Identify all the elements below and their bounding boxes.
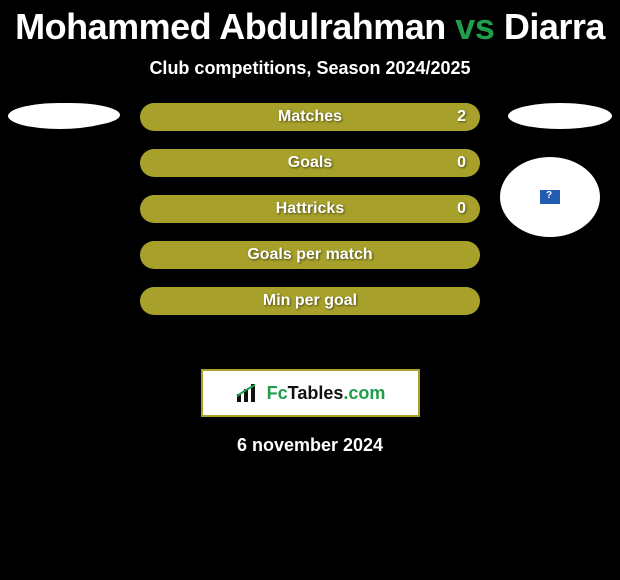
bar-value: 0: [457, 200, 466, 218]
subtitle: Club competitions, Season 2024/2025: [0, 58, 620, 79]
bar-goals-per-match: Goals per match: [140, 241, 480, 269]
bar-goals: Goals 0: [140, 149, 480, 177]
bar-value: 0: [457, 154, 466, 172]
bar-value: 2: [457, 108, 466, 126]
brand-logo[interactable]: FcTables.com: [201, 369, 420, 417]
bar-label: Hattricks: [276, 200, 344, 218]
chart-icon: [235, 382, 261, 404]
bar-hattricks: Hattricks 0: [140, 195, 480, 223]
brand-dotcom: .com: [343, 383, 385, 403]
page-title: Mohammed Abdulrahman vs Diarra: [0, 0, 620, 48]
root: Mohammed Abdulrahman vs Diarra Club comp…: [0, 0, 620, 580]
brand-fc: Fc: [267, 383, 288, 403]
player-left-disc-2: [20, 103, 120, 127]
date-label: 6 november 2024: [0, 435, 620, 456]
bars-container: Matches 2 Goals 0 Hattricks 0 Goals per …: [140, 103, 480, 333]
brand-text: FcTables.com: [267, 383, 386, 404]
bar-label: Min per goal: [263, 292, 357, 310]
bar-label: Goals per match: [247, 246, 372, 264]
bar-min-per-goal: Min per goal: [140, 287, 480, 315]
title-vs: vs: [446, 6, 504, 47]
brand-tables: Tables: [288, 383, 344, 403]
player-right-disc-1: [508, 103, 612, 129]
player-right-disc-2: [500, 157, 600, 237]
comparison-chart: Matches 2 Goals 0 Hattricks 0 Goals per …: [0, 103, 620, 363]
title-right: Diarra: [504, 6, 605, 47]
title-left: Mohammed Abdulrahman: [15, 6, 446, 47]
flag-icon: [540, 190, 560, 204]
bar-matches: Matches 2: [140, 103, 480, 131]
bar-label: Matches: [278, 108, 342, 126]
bar-label: Goals: [288, 154, 332, 172]
